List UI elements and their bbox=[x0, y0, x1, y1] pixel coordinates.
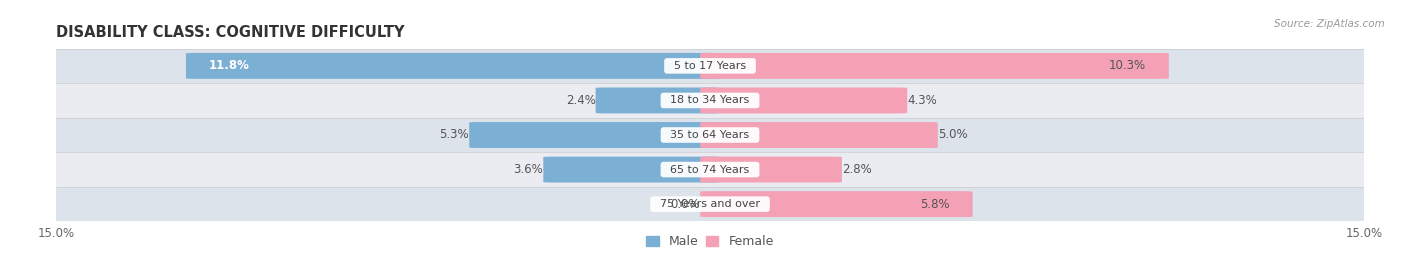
FancyBboxPatch shape bbox=[700, 87, 907, 113]
Bar bbox=[56, 49, 1364, 83]
FancyBboxPatch shape bbox=[470, 122, 720, 148]
FancyBboxPatch shape bbox=[700, 53, 1168, 79]
Text: 2.4%: 2.4% bbox=[565, 94, 596, 107]
Text: 35 to 64 Years: 35 to 64 Years bbox=[664, 130, 756, 140]
Bar bbox=[56, 187, 1364, 221]
Text: Source: ZipAtlas.com: Source: ZipAtlas.com bbox=[1274, 19, 1385, 29]
FancyBboxPatch shape bbox=[543, 157, 720, 183]
FancyBboxPatch shape bbox=[186, 53, 720, 79]
Bar bbox=[56, 152, 1364, 187]
Text: 5 to 17 Years: 5 to 17 Years bbox=[666, 61, 754, 71]
Text: 11.8%: 11.8% bbox=[208, 59, 250, 72]
Text: 4.3%: 4.3% bbox=[907, 94, 936, 107]
Text: 2.8%: 2.8% bbox=[842, 163, 872, 176]
FancyBboxPatch shape bbox=[596, 87, 720, 113]
Text: 5.3%: 5.3% bbox=[440, 129, 470, 141]
FancyBboxPatch shape bbox=[700, 122, 938, 148]
Bar bbox=[56, 118, 1364, 152]
Text: 18 to 34 Years: 18 to 34 Years bbox=[664, 95, 756, 106]
FancyBboxPatch shape bbox=[700, 191, 973, 217]
FancyBboxPatch shape bbox=[700, 157, 842, 183]
Text: 10.3%: 10.3% bbox=[1109, 59, 1146, 72]
Text: 65 to 74 Years: 65 to 74 Years bbox=[664, 164, 756, 175]
Text: DISABILITY CLASS: COGNITIVE DIFFICULTY: DISABILITY CLASS: COGNITIVE DIFFICULTY bbox=[56, 25, 405, 40]
Text: 75 Years and over: 75 Years and over bbox=[652, 199, 768, 209]
Text: 3.6%: 3.6% bbox=[513, 163, 543, 176]
Bar bbox=[56, 83, 1364, 118]
Legend: Male, Female: Male, Female bbox=[641, 230, 779, 253]
Text: 0.0%: 0.0% bbox=[671, 198, 700, 211]
Text: 5.0%: 5.0% bbox=[938, 129, 967, 141]
Text: 5.8%: 5.8% bbox=[920, 198, 950, 211]
